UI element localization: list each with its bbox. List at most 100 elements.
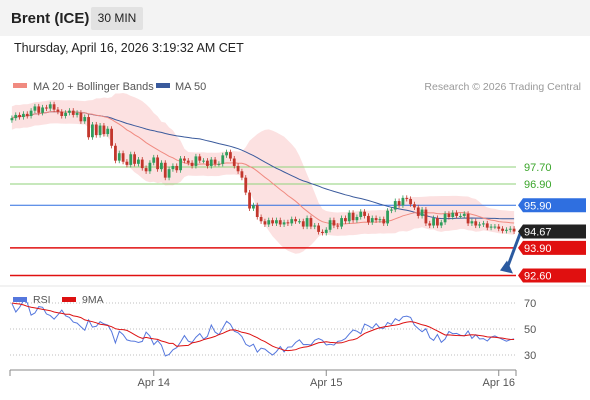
legend-label-9ma: 9MA [82, 294, 104, 306]
price-box-label-5: 92.60 [524, 270, 552, 282]
candle-body [409, 198, 412, 205]
level-label-0: 97.70 [524, 162, 552, 174]
candle-body [512, 228, 516, 232]
candle-body [386, 210, 389, 224]
candle-body [286, 222, 290, 224]
candle-body [336, 225, 340, 227]
candle-body [282, 222, 286, 225]
candle-body [236, 165, 240, 172]
candle-body [374, 218, 378, 221]
candle-body [56, 109, 60, 112]
candle-body [60, 111, 64, 116]
candle-body [198, 156, 202, 161]
candle-body [367, 215, 370, 223]
rsi-9ma-line [11, 302, 515, 352]
candle-body [405, 197, 409, 199]
candle-body [87, 117, 90, 138]
candle-body [493, 226, 497, 228]
candle-body [485, 223, 489, 228]
candle-body [439, 222, 443, 226]
candle-body [459, 215, 462, 217]
legend-label-ma50: MA 50 [175, 81, 206, 93]
candle-body [393, 201, 397, 210]
price-box-label-3: 94.67 [524, 226, 552, 238]
candle-body [217, 163, 221, 165]
x-tick-label-2: Apr 16 [483, 377, 515, 389]
candle-body [129, 154, 133, 165]
candle-body [301, 221, 305, 227]
candle-body [37, 106, 41, 113]
rsi-tick-2: 30 [524, 350, 536, 362]
ma20-line [11, 111, 515, 225]
candle-body [117, 153, 121, 161]
candle-body [144, 168, 148, 172]
candle-body [209, 159, 213, 166]
candle-body [152, 157, 156, 163]
candle-body [317, 225, 320, 232]
price-box-4 [518, 240, 586, 255]
candle-body [271, 220, 274, 224]
candle-body [313, 225, 317, 227]
candle-body [267, 220, 271, 225]
candle-body [194, 156, 198, 166]
candle-body [455, 212, 458, 216]
candle-body [344, 218, 347, 222]
candle-body [102, 125, 106, 135]
candle-body [14, 114, 18, 119]
candle-body [98, 125, 102, 136]
price-box-label-4: 93.90 [524, 243, 552, 255]
candle-body [436, 218, 439, 226]
candle-body [332, 220, 336, 226]
candle-body [355, 217, 359, 221]
chart-credit: Research © 2026 Trading Central [424, 81, 581, 93]
candle-body [259, 217, 263, 222]
candle-body [225, 152, 228, 156]
candle-body [363, 211, 366, 216]
candle-body [179, 158, 182, 171]
candle-body [48, 104, 52, 109]
candle-body [160, 162, 163, 170]
candle-body [125, 161, 129, 165]
candle-body [443, 213, 447, 223]
datetime-label: Thursday, April 16, 2026 3:19:32 AM CET [14, 41, 244, 55]
candle-body [64, 112, 67, 116]
candle-body [167, 169, 171, 178]
candle-body [240, 171, 244, 178]
candle-body [156, 157, 159, 170]
candle-body [294, 219, 297, 222]
candle-body [133, 154, 136, 164]
candle-body [71, 110, 75, 115]
candle-body [298, 221, 301, 223]
candle-body [213, 159, 217, 164]
candle-body [424, 209, 428, 224]
candle-body [148, 162, 152, 172]
candle-body [229, 152, 232, 159]
candle-body [489, 226, 493, 228]
candle-body [175, 165, 179, 171]
candle-body [106, 128, 110, 135]
legend-label-rsi: RSI [33, 294, 51, 306]
candle-body [114, 145, 117, 161]
candle-body [428, 223, 432, 226]
legend-swatch-9ma [62, 297, 76, 302]
candles [10, 101, 516, 236]
candle-body [183, 158, 186, 161]
price-box-3 [518, 224, 586, 239]
candle-body [94, 124, 98, 136]
candle-body [497, 226, 501, 229]
candle-body [420, 209, 424, 216]
candle-body [501, 228, 504, 231]
candle-body [413, 204, 416, 208]
candle-body [462, 213, 466, 216]
timeframe-badge[interactable]: 30 MIN [91, 7, 143, 30]
x-tick-label-0: Apr 14 [138, 377, 170, 389]
candle-body [29, 110, 33, 116]
candle-body [68, 110, 71, 113]
candle-body [252, 205, 255, 209]
candle-body [91, 124, 94, 138]
candle-body [470, 221, 474, 224]
candle-body [163, 162, 167, 178]
legend-swatch-rsi [13, 297, 27, 302]
rsi-tick-1: 50 [524, 324, 536, 336]
